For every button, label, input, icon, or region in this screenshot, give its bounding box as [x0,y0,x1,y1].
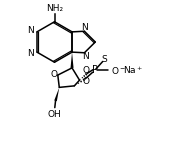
Text: N: N [27,26,34,35]
Text: N: N [27,49,34,58]
Text: S: S [101,55,107,64]
Text: N: N [82,52,89,61]
Text: O$^-$: O$^-$ [111,65,126,76]
Text: O: O [83,66,90,75]
Polygon shape [54,87,59,101]
Text: Na$^+$: Na$^+$ [124,64,144,76]
Text: P: P [92,65,97,75]
Text: NH₂: NH₂ [46,4,63,13]
Polygon shape [71,52,74,68]
Text: O: O [82,77,89,86]
Text: N: N [81,23,88,32]
Text: O: O [51,70,58,79]
Text: OH: OH [48,110,62,119]
